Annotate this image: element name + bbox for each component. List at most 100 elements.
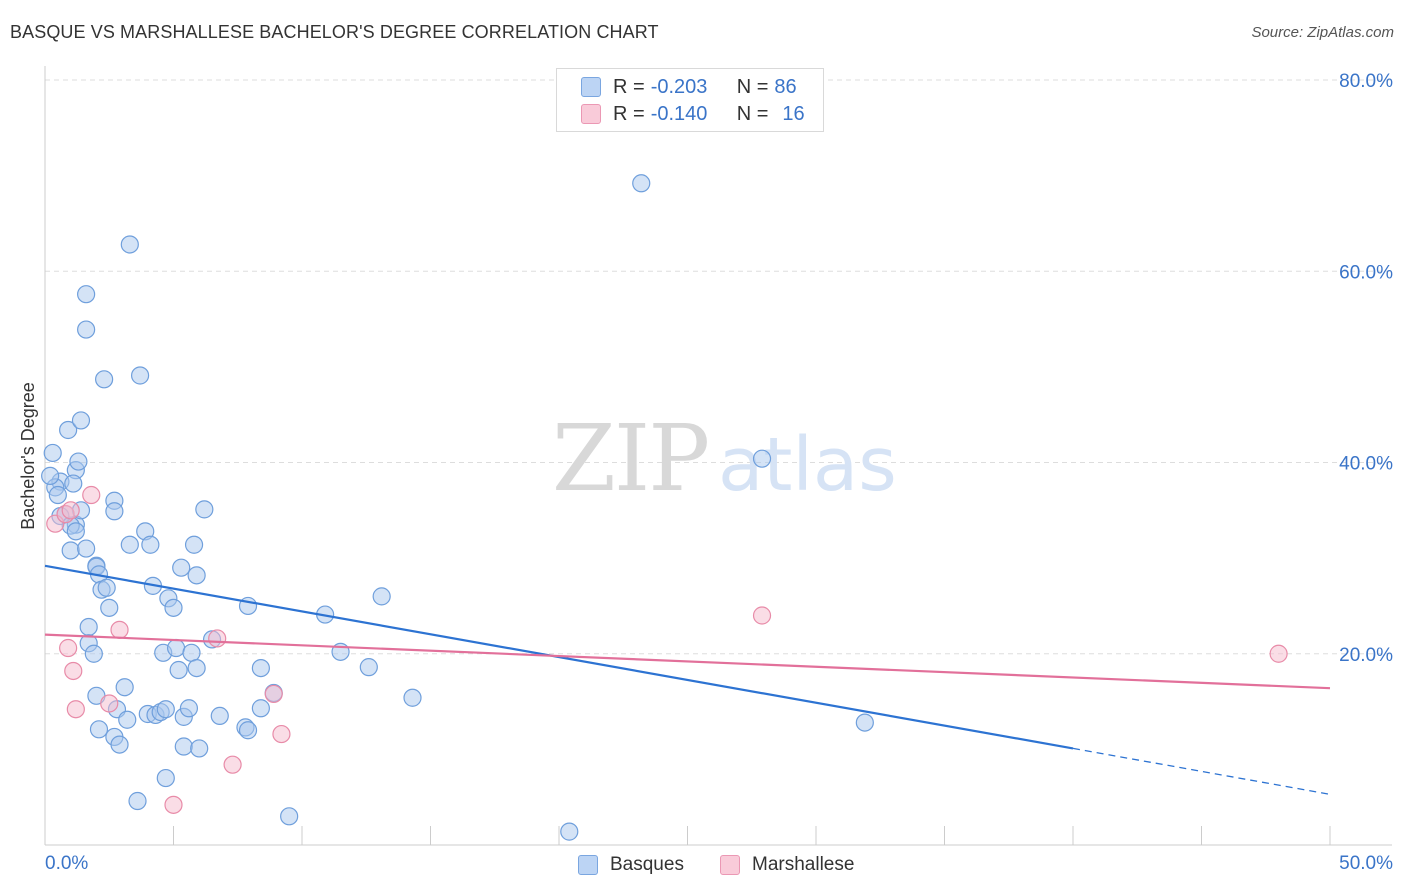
marshallese-point	[1269, 644, 1288, 663]
basques-point	[190, 739, 209, 758]
legend: R = -0.203 N = 86 R = -0.140 N = 16	[556, 68, 824, 132]
basques-point	[195, 500, 214, 519]
basques-point	[79, 617, 98, 637]
basques-point	[210, 706, 229, 726]
basques-swatch	[578, 855, 598, 875]
marshallese-point	[164, 795, 183, 814]
marshallese-point	[223, 755, 242, 774]
basques-point	[187, 566, 206, 585]
marshallese-point	[66, 700, 85, 719]
x-tick-label: 0.0%	[45, 853, 88, 874]
marshallese-point	[110, 620, 129, 639]
basques-point	[43, 443, 62, 463]
basques-point	[752, 449, 772, 468]
legend-r-label: R =	[613, 102, 645, 125]
basques-point	[156, 700, 175, 719]
legend-r-label: R =	[613, 75, 645, 98]
marshallese-point	[752, 606, 772, 625]
basques-point	[95, 370, 114, 389]
basques-point	[61, 541, 80, 560]
marshallese-point	[82, 485, 101, 505]
watermark-zip: ZIP	[552, 405, 708, 512]
bottom-legend-basques: Basques	[578, 852, 684, 878]
y-tick-label: 60.0%	[1339, 262, 1393, 283]
basques-point	[118, 710, 137, 729]
basques-point	[128, 791, 147, 811]
basques-point	[141, 535, 160, 554]
basques-point	[855, 713, 874, 732]
basques-point	[100, 598, 119, 617]
basques-point	[66, 522, 85, 541]
bottom-legend-label: Marshallese	[752, 854, 855, 875]
basques-point	[110, 735, 129, 754]
basques-point	[169, 660, 188, 680]
watermark-atlas: atlas	[718, 422, 897, 508]
basques-point	[182, 643, 201, 662]
basques-point	[77, 539, 96, 558]
basques-point	[632, 174, 651, 193]
basques-point	[48, 485, 67, 505]
basques-point	[71, 411, 91, 430]
legend-n-label: N =	[736, 102, 769, 125]
legend-n-value: 86	[774, 75, 797, 98]
basques-point	[89, 720, 109, 739]
basques-point	[166, 638, 186, 658]
basques-point	[120, 235, 139, 254]
basques-point	[115, 678, 134, 697]
basques-point	[280, 807, 299, 826]
marshallese-point	[59, 638, 78, 658]
legend-r-value: -0.140	[650, 102, 708, 125]
y-tick-label: 80.0%	[1339, 71, 1393, 92]
marshallese-point	[64, 661, 83, 681]
marshallese-point	[272, 724, 291, 744]
legend-row-marshallese: R = -0.140 N = 16	[581, 102, 805, 126]
basques-point	[97, 578, 116, 597]
legend-r-value: -0.203	[650, 75, 708, 98]
basques-point	[372, 587, 391, 606]
basques-point	[359, 658, 378, 677]
chart-title: BASQUE VS MARSHALLESE BACHELOR'S DEGREE …	[10, 22, 659, 42]
legend-n-value: 16	[782, 102, 805, 125]
trend-line	[44, 633, 1331, 690]
basques-point	[251, 658, 270, 678]
basques-point	[174, 737, 193, 756]
bottom-legend-marshallese: Marshallese	[720, 852, 854, 878]
basques-point	[77, 285, 96, 304]
legend-row-basques: R = -0.203 N = 86	[581, 75, 797, 99]
basques-point	[172, 558, 191, 577]
y-tick-label: 20.0%	[1339, 645, 1393, 666]
basques-point	[77, 320, 96, 339]
marshallese-point	[61, 501, 80, 520]
basques-point	[238, 721, 258, 740]
basques-point	[84, 644, 103, 663]
marshallese-swatch	[720, 855, 740, 875]
basques-point	[130, 366, 150, 385]
basques-swatch	[581, 77, 601, 97]
basques-point	[156, 768, 175, 788]
y-tick-label: 40.0%	[1339, 454, 1393, 475]
basques-point	[251, 699, 270, 718]
legend-n-label: N =	[736, 75, 769, 98]
marshallese-swatch	[581, 104, 601, 124]
basques-point	[120, 535, 139, 554]
marshallese-point	[264, 684, 283, 704]
basques-point	[59, 420, 78, 440]
x-tick-label: 50.0%	[1339, 853, 1393, 874]
bottom-legend-label: Basques	[610, 854, 684, 875]
basques-point	[64, 474, 83, 493]
basques-point	[69, 452, 88, 471]
marshallese-point	[100, 694, 119, 713]
basques-point	[184, 535, 204, 554]
basques-point	[187, 658, 206, 678]
marshallese-point	[208, 629, 227, 648]
y-axis-title: Bachelor's Degree	[18, 382, 38, 530]
trend-line-extension	[1072, 747, 1331, 795]
basques-point	[560, 822, 579, 841]
basques-point	[164, 598, 183, 617]
basques-point	[179, 699, 199, 718]
basques-point	[105, 502, 124, 521]
source-label: Source: ZipAtlas.com	[1251, 24, 1394, 41]
basques-point	[41, 466, 60, 485]
basques-point	[403, 688, 422, 707]
